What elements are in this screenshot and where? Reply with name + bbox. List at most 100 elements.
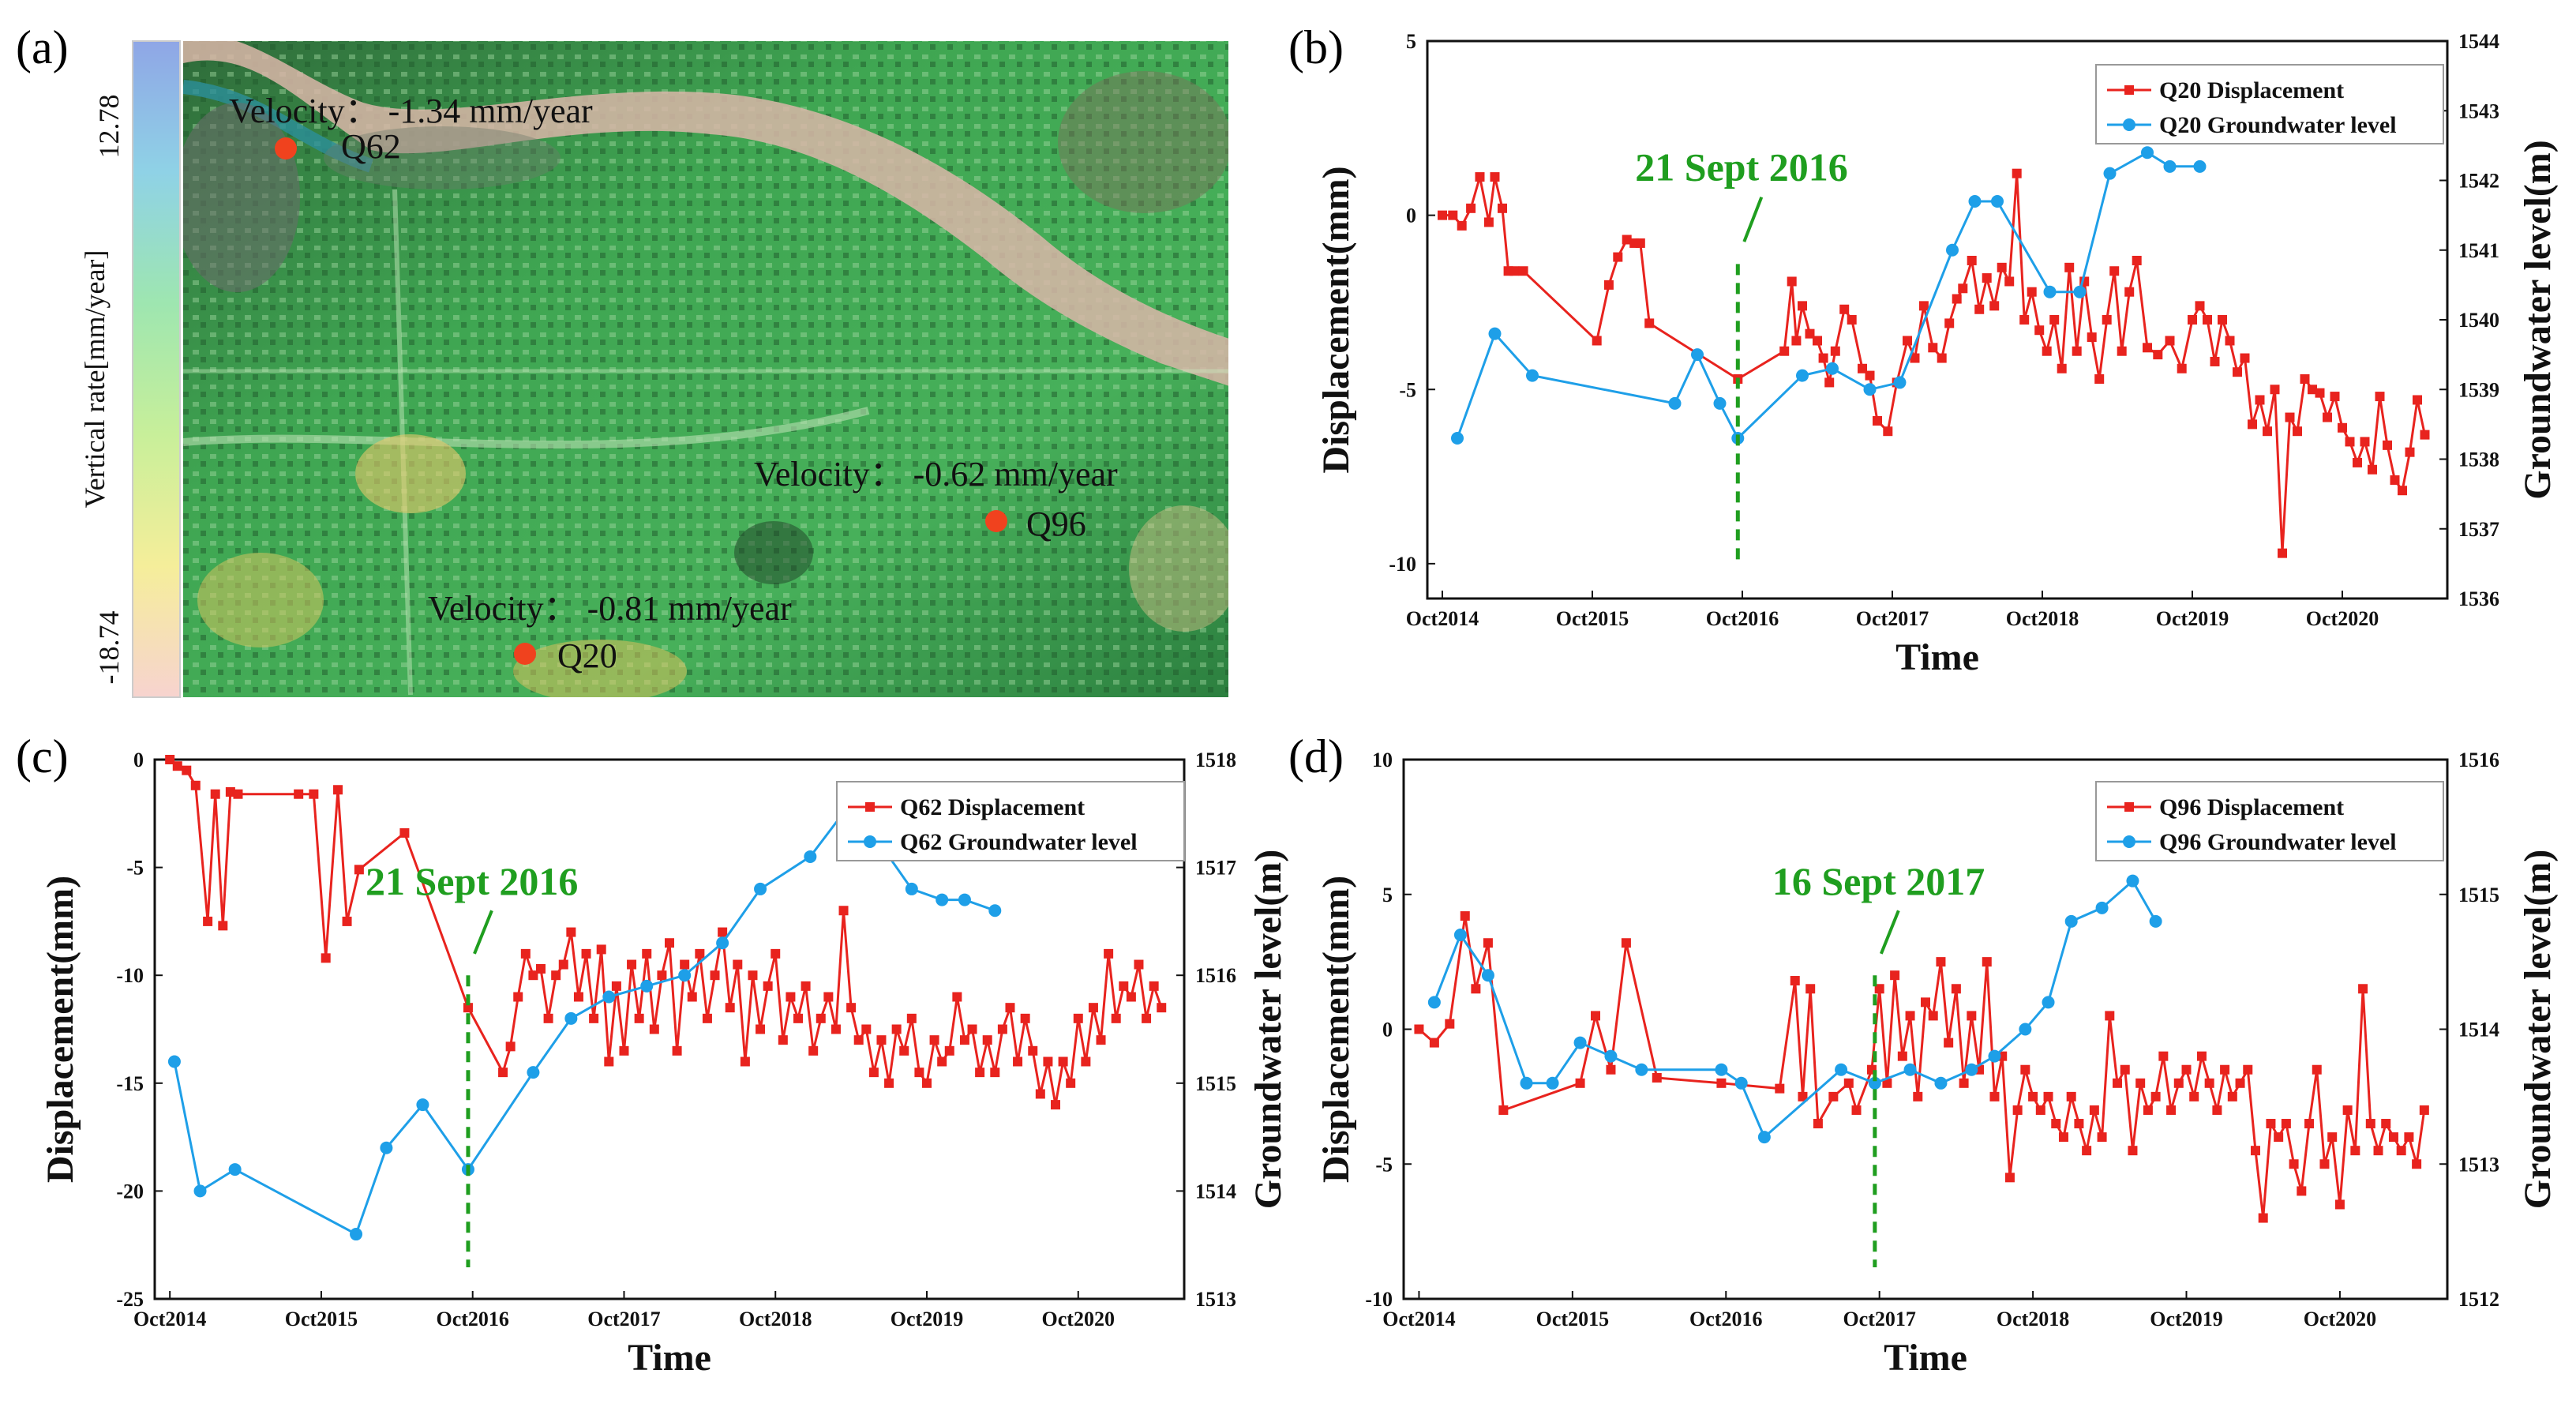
groundwater-point bbox=[564, 1011, 578, 1025]
point-q62: Q62 Velocity： -1.34 mm/year bbox=[229, 92, 593, 166]
displacement-point bbox=[959, 1035, 969, 1045]
x-tick-label: Oct2018 bbox=[2006, 607, 2079, 630]
displacement-point bbox=[2300, 374, 2310, 385]
groundwater-point bbox=[1757, 1131, 1771, 1144]
displacement-point bbox=[1890, 970, 1900, 981]
displacement-point bbox=[2334, 1199, 2345, 1210]
displacement-point bbox=[190, 780, 201, 790]
displacement-point bbox=[2189, 1091, 2199, 1101]
colorbar bbox=[132, 40, 181, 698]
displacement-point bbox=[2327, 1132, 2338, 1143]
displacement-point bbox=[1882, 1078, 1892, 1088]
displacement-point bbox=[1944, 318, 1955, 328]
groundwater-point bbox=[167, 1055, 181, 1068]
displacement-point bbox=[672, 1045, 682, 1056]
point-q96: Q96 Velocity： -0.62 mm/year bbox=[754, 455, 1118, 543]
displacement-point bbox=[233, 789, 243, 799]
displacement-point bbox=[1818, 353, 1828, 363]
legend-swatch-marker bbox=[2124, 85, 2134, 95]
displacement-point bbox=[2177, 363, 2187, 373]
groundwater-point bbox=[2043, 285, 2057, 298]
y-tick-label: 0 bbox=[1406, 205, 1416, 227]
displacement-point bbox=[2358, 984, 2368, 994]
colorbar-min-label: -18.74 bbox=[93, 611, 125, 685]
displacement-point bbox=[1798, 301, 1807, 311]
displacement-point bbox=[1982, 957, 1992, 967]
displacement-point bbox=[823, 992, 834, 1002]
event-date-label: 16 Sept 2017 bbox=[1772, 859, 1985, 903]
x-tick-label: Oct2014 bbox=[1382, 1308, 1455, 1330]
displacement-point bbox=[1997, 262, 2007, 272]
displacement-point bbox=[210, 789, 220, 799]
displacement-point bbox=[2243, 1064, 2253, 1075]
displacement-point bbox=[876, 1035, 887, 1045]
displacement-point bbox=[2049, 315, 2060, 325]
groundwater-point bbox=[1668, 396, 1682, 410]
displacement-point bbox=[2293, 426, 2302, 437]
displacement-point bbox=[2365, 1119, 2375, 1129]
groundwater-point bbox=[2064, 914, 2078, 928]
y-tick-label: 10 bbox=[1372, 749, 1393, 771]
x-axis-title: Time bbox=[628, 1337, 711, 1379]
displacement-point bbox=[2012, 1105, 2023, 1115]
displacement-point bbox=[1787, 276, 1797, 287]
y-axis-title: Displacement(mm) bbox=[1315, 166, 1357, 473]
legend-swatch-marker bbox=[865, 802, 875, 812]
displacement-point bbox=[321, 953, 331, 963]
displacement-point bbox=[1828, 1091, 1839, 1101]
displacement-point bbox=[1043, 1056, 1053, 1067]
displacement-point bbox=[627, 959, 637, 970]
groundwater-point bbox=[1691, 348, 1704, 362]
displacement-point bbox=[2353, 457, 2362, 467]
displacement-point bbox=[2028, 1091, 2038, 1101]
displacement-point bbox=[748, 970, 758, 981]
displacement-point bbox=[513, 992, 523, 1002]
displacement-point bbox=[2398, 486, 2407, 496]
point-q20-velocity: Velocity： -0.81 mm/year bbox=[428, 589, 792, 628]
y2-tick-label: 1513 bbox=[1195, 1288, 1236, 1311]
displacement-point bbox=[1928, 343, 1938, 353]
y2-tick-label: 1516 bbox=[2458, 749, 2499, 771]
displacement-point bbox=[1830, 346, 1840, 356]
displacement-point bbox=[2330, 392, 2340, 402]
displacement-point bbox=[573, 992, 583, 1002]
displacement-point bbox=[1028, 1045, 1038, 1056]
y2-tick-label: 1518 bbox=[1195, 749, 1236, 771]
event-date-arrow bbox=[1879, 910, 1900, 955]
displacement-point bbox=[725, 1003, 735, 1013]
x-axis-title: Time bbox=[1884, 1337, 1967, 1379]
displacement-point bbox=[756, 1024, 766, 1034]
displacement-point bbox=[596, 944, 606, 955]
displacement-point bbox=[891, 1024, 902, 1034]
panel-a-map: (a) 12.78 -18.74 Vertical rate[mm/year] … bbox=[16, 21, 1228, 698]
displacement-point bbox=[1937, 353, 1947, 363]
displacement-point bbox=[922, 1078, 932, 1088]
displacement-point bbox=[1824, 377, 1835, 388]
y-axis-title: Displacement(mm) bbox=[1315, 876, 1357, 1183]
displacement-point bbox=[2227, 1091, 2237, 1101]
series-line-groundwater bbox=[173, 801, 996, 1237]
groundwater-point bbox=[1991, 194, 2004, 208]
displacement-point bbox=[2195, 301, 2205, 311]
displacement-point bbox=[1982, 273, 1992, 283]
groundwater-point bbox=[1868, 1076, 1881, 1090]
displacement-point bbox=[543, 1013, 553, 1023]
x-tick-label: Oct2018 bbox=[739, 1308, 812, 1330]
displacement-point bbox=[1509, 266, 1520, 276]
displacement-point bbox=[2113, 1078, 2123, 1088]
displacement-point bbox=[1805, 328, 1815, 339]
legend-entry: Q62 Groundwater level bbox=[900, 829, 1138, 855]
displacement-point bbox=[2089, 1105, 2099, 1115]
displacement-point bbox=[2072, 346, 2082, 356]
y-tick-label: -10 bbox=[1389, 553, 1416, 576]
groundwater-point bbox=[1988, 1049, 2001, 1063]
displacement-point bbox=[566, 927, 576, 937]
displacement-point bbox=[294, 789, 304, 799]
displacement-point bbox=[2404, 1132, 2414, 1143]
displacement-point bbox=[2203, 315, 2212, 325]
displacement-point bbox=[861, 1024, 872, 1034]
displacement-point bbox=[2345, 437, 2355, 447]
legend-box bbox=[2095, 64, 2444, 144]
displacement-point bbox=[2094, 374, 2105, 385]
displacement-point bbox=[1471, 984, 1481, 994]
